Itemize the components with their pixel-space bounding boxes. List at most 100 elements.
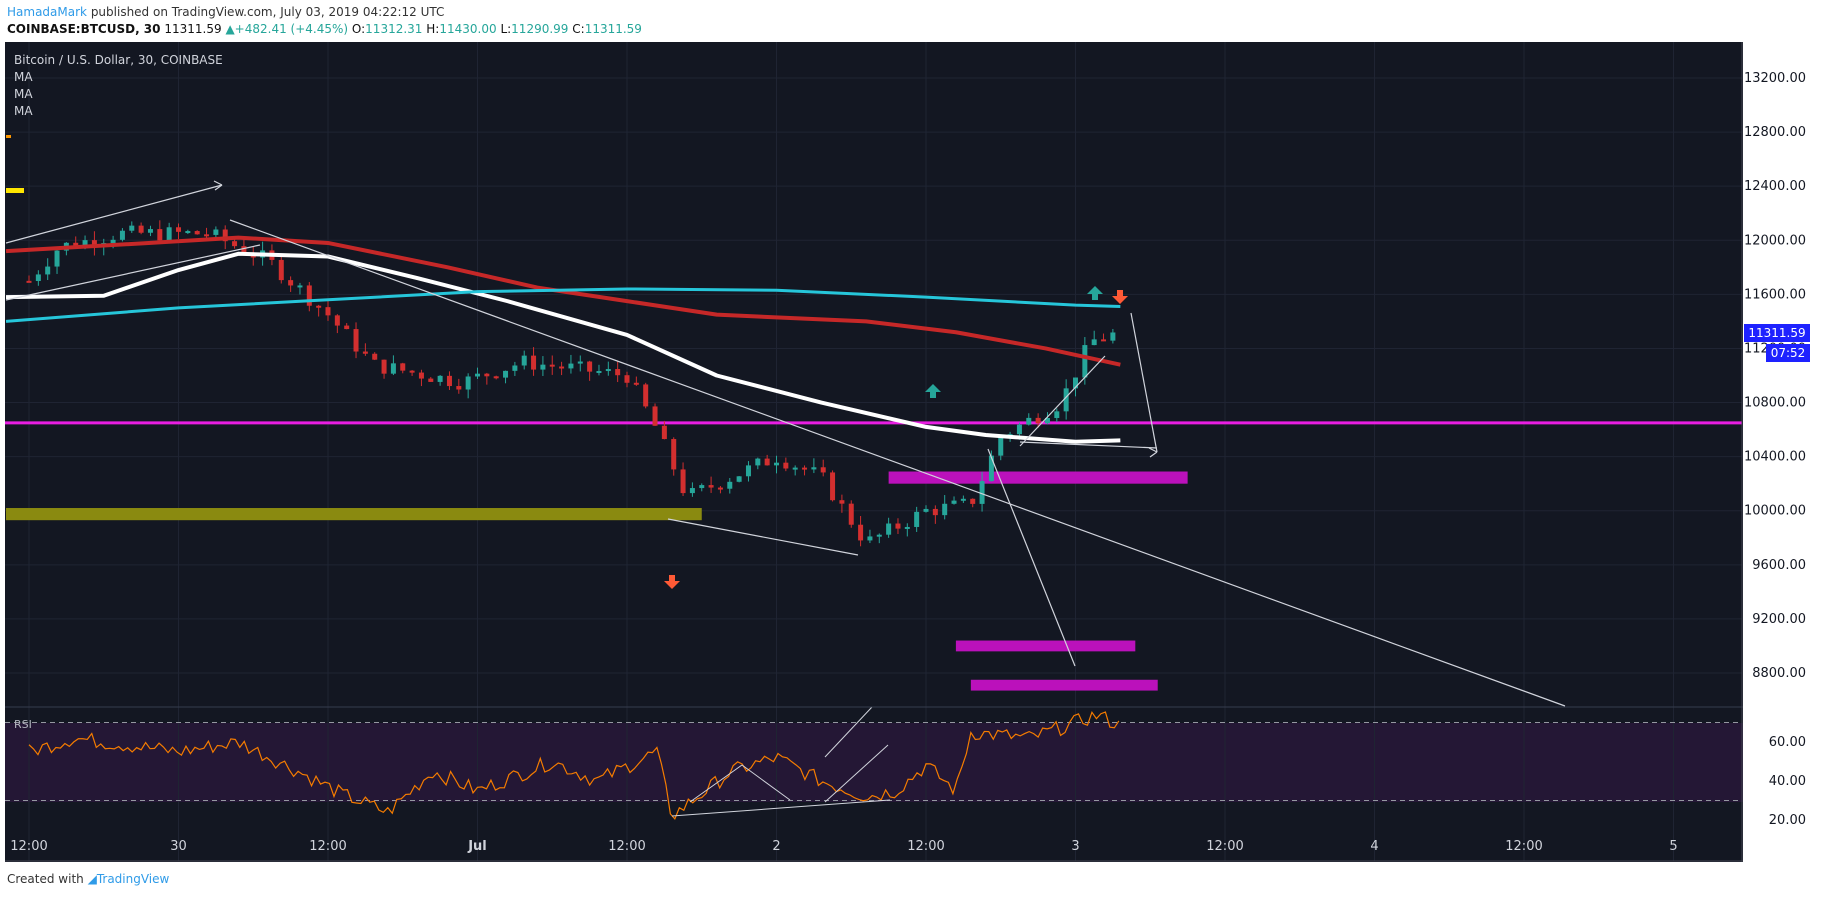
time-axis[interactable]: 12:00 30 12:00 Jul 12:00 2 12:00 3 12:00 4 12:00 5 (10, 839, 1677, 854)
legend-ma-3[interactable]: MA (14, 104, 33, 118)
up-signal-arrow-icon (1087, 286, 1103, 300)
symbol-name: COINBASE:BTCUSD, 30 (7, 22, 161, 36)
price-chart[interactable]: 13200.00 12800.00 12400.00 12000.00 11600.00… (0, 0, 1828, 870)
brand-label: TradingView (96, 872, 170, 886)
price-tick-label: 12800.00 (1744, 125, 1806, 140)
footer: Created with ◢TradingView (7, 872, 169, 886)
candle-body (334, 315, 340, 326)
candle-body (1035, 417, 1041, 424)
yellow-marker (6, 188, 24, 193)
candle-body (605, 369, 611, 372)
zones (5, 135, 1742, 691)
rsi-tick-label: 60.00 (1769, 735, 1806, 750)
candle-body (503, 370, 509, 378)
rsi-divergence-line (824, 706, 873, 758)
arrow-head (1148, 447, 1158, 458)
candle-body (633, 382, 639, 385)
candle-body (923, 508, 929, 512)
candle-body (979, 481, 985, 504)
candle-body (418, 372, 424, 379)
candle-body (306, 285, 312, 306)
candle-body (830, 472, 836, 501)
candle-body (91, 240, 97, 247)
published-text: published on TradingView.com, July 03, 2… (90, 5, 445, 19)
trend-line (1019, 441, 1158, 449)
candle-body (998, 436, 1004, 456)
price-tick-label: 12400.00 (1744, 179, 1806, 194)
price-axis[interactable]: 13200.00 12800.00 12400.00 12000.00 11600.00… (1744, 71, 1806, 828)
candle-body (278, 259, 284, 281)
candle-body (166, 227, 172, 241)
candle-body (185, 231, 191, 234)
legend-ma-2[interactable]: MA (14, 87, 33, 101)
candle-body (960, 498, 966, 501)
candle-body (886, 523, 892, 535)
candle-body (26, 280, 32, 283)
last-price-badge-text: 11311.59 (1748, 326, 1805, 340)
open-label: O: (351, 22, 366, 36)
candle-body (409, 370, 415, 373)
trend-line (1019, 355, 1106, 447)
candle-body (727, 481, 733, 489)
rsi-divergence-line (741, 764, 791, 801)
candle-body (615, 369, 621, 376)
candle-body (876, 534, 882, 537)
candle-body (783, 462, 789, 469)
moving-average-cyan (5, 287, 1121, 323)
candle-body (484, 373, 490, 377)
candle-body (446, 375, 452, 387)
trend-line (987, 448, 1076, 667)
rsi-divergence-line (689, 764, 743, 803)
high-label: H: (426, 22, 440, 36)
candle-body (549, 364, 555, 367)
candle-body (624, 375, 630, 383)
legend-title: Bitcoin / U.S. Dollar, 30, COINBASE (14, 53, 223, 67)
symbol-quote-line: COINBASE:BTCUSD, 30 11311.59 ▲+482.41 (+… (7, 21, 642, 37)
candle-body (1082, 345, 1088, 378)
candle-body (820, 467, 826, 473)
candle-body (932, 508, 938, 516)
candle-body (811, 467, 817, 470)
time-tick-label: 30 (170, 839, 187, 854)
price-zone (6, 508, 702, 521)
candle-body (45, 266, 51, 275)
price-tick-label: 10800.00 (1744, 396, 1806, 411)
time-tick-label: Jul (467, 839, 487, 854)
time-tick-label: 3 (1071, 839, 1079, 854)
candle-body (176, 227, 181, 232)
moving-average-white (5, 251, 1121, 444)
countdown-badge (1766, 344, 1810, 362)
low-label: L: (500, 22, 512, 36)
countdown-badge-text: 07:52 (1771, 346, 1806, 360)
price-tick-label: 9200.00 (1752, 612, 1806, 627)
rsi-line (28, 711, 1120, 821)
candle-body (54, 250, 60, 267)
candle-body (717, 487, 723, 490)
candle-body (942, 503, 948, 516)
candle-body (858, 524, 864, 541)
close-value: 11311.59 (584, 22, 642, 36)
low-value: 11290.99 (511, 22, 569, 36)
candle-body (390, 363, 396, 374)
legend-ma-1[interactable]: MA (14, 70, 33, 84)
candle-body (792, 467, 798, 470)
candle-body (400, 363, 406, 371)
candle-body (755, 458, 761, 466)
tradingview-brand-link[interactable]: ◢TradingView (88, 872, 170, 886)
candle-body (708, 485, 714, 488)
candle-body (1101, 339, 1107, 342)
price-tick-label: 10000.00 (1744, 504, 1806, 519)
candle-body (157, 229, 163, 241)
time-tick-label: 4 (1370, 839, 1378, 854)
candle-body (951, 500, 957, 504)
candle-body (914, 511, 920, 527)
candle-body (531, 355, 537, 370)
author-link[interactable]: HamadaMark (7, 5, 87, 19)
down-signal-arrow-icon (1112, 290, 1128, 304)
candle-body (129, 225, 135, 231)
candle-body (362, 351, 368, 354)
candle-body (1026, 417, 1032, 425)
rsi-tick-label: 20.00 (1769, 813, 1806, 828)
price-zone (888, 471, 1188, 484)
rsi-label: RSI (14, 718, 32, 731)
